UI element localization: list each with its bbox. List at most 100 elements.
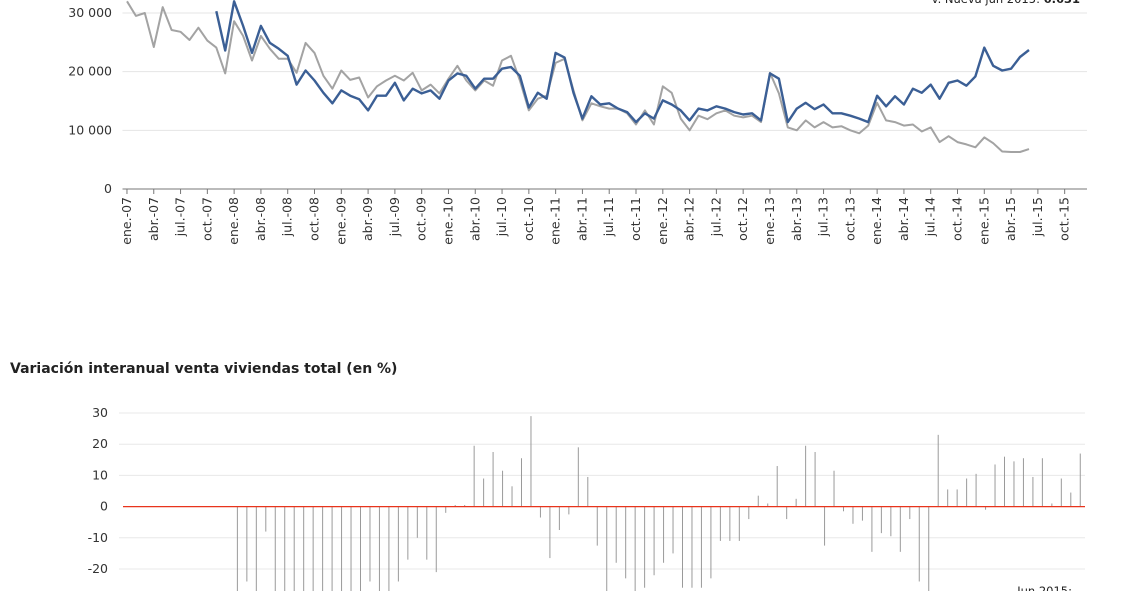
x-tick-label: abr.-09: [360, 197, 375, 241]
x-tick-label: abr.-13: [789, 197, 804, 241]
x-tick-label: oct.-10: [521, 197, 536, 241]
bar: [284, 506, 286, 591]
series-line: [126, 0, 1030, 153]
x-tick-label: oct.-08: [307, 197, 322, 241]
bar: [852, 506, 854, 524]
bar: [710, 506, 712, 579]
bar: [369, 506, 371, 582]
bar: [577, 447, 579, 507]
bar: [625, 506, 627, 579]
bar: [994, 464, 996, 507]
x-tick-label: jul.-14: [923, 197, 938, 237]
bar: [530, 416, 532, 507]
bar: [700, 506, 702, 588]
x-tick-label: oct.-07: [199, 197, 214, 241]
x-tick-label: oct.-12: [735, 197, 750, 241]
bar: [644, 506, 646, 588]
x-tick-label: ene.-14: [869, 197, 884, 245]
x-tick-label: jul.-10: [494, 197, 509, 237]
bar: [1041, 458, 1043, 507]
bar: [331, 506, 333, 591]
bar: [1013, 461, 1015, 507]
bar: [416, 506, 418, 538]
bar: [682, 506, 683, 588]
bar: [596, 506, 598, 546]
bar: [1051, 503, 1053, 507]
y-tick-label: 0: [104, 181, 112, 196]
bar: [397, 506, 399, 582]
bar: [937, 434, 939, 507]
bar: [1022, 458, 1024, 507]
bar: [312, 506, 314, 591]
x-tick-label: ene.-13: [762, 197, 777, 245]
x-tick-label: ene.-15: [976, 197, 991, 245]
bar: [918, 506, 920, 582]
bar: [767, 503, 769, 507]
bar: [236, 506, 238, 591]
bar: [947, 489, 949, 507]
bar: [814, 452, 816, 507]
bar: [776, 466, 778, 507]
x-tick-label: jul.-07: [173, 197, 188, 237]
bar: [435, 506, 437, 573]
bar: [558, 506, 560, 530]
bar: [928, 506, 930, 591]
y-tick-label: 10: [92, 467, 108, 482]
annotation: Jun 2015:: [1016, 584, 1072, 591]
bar: [653, 506, 655, 576]
bar: [303, 506, 305, 591]
bar: [483, 478, 485, 507]
bar: [1004, 456, 1005, 507]
x-tick-label: oct.-09: [414, 197, 429, 241]
bar: [729, 506, 731, 541]
bar: [615, 506, 617, 563]
bar: [473, 445, 475, 507]
x-tick-label: jul.-08: [280, 197, 295, 237]
bar: [1060, 478, 1062, 507]
bar: [322, 506, 324, 591]
bar: [492, 452, 494, 507]
y-tick-label: 10 000: [68, 122, 112, 137]
annotation-value: 6.631: [1044, 0, 1080, 6]
x-tick-label: oct.-15: [1057, 197, 1072, 241]
bar: [634, 506, 636, 591]
bar: [464, 505, 466, 507]
bar: [539, 506, 541, 518]
bar: [843, 506, 844, 512]
bar: [757, 495, 759, 507]
bar: [511, 486, 513, 507]
bar: [360, 506, 361, 591]
x-tick-label: oct.-13: [842, 197, 857, 241]
x-tick-label: ene.-08: [226, 197, 241, 245]
bar: [909, 506, 911, 520]
bar: [265, 506, 267, 532]
x-tick-label: abr.-11: [574, 197, 589, 241]
y-tick-label: 30: [92, 405, 108, 420]
y-tick-label: -10: [88, 530, 108, 545]
bar: [388, 506, 390, 591]
y-tick-label: 0: [100, 499, 108, 514]
bar: [899, 506, 901, 552]
bar: [871, 506, 873, 552]
annotation: v. Nueva jun 2015: 6.631: [932, 0, 1080, 6]
bar: [606, 506, 608, 591]
bar: [719, 506, 721, 541]
bar: [985, 506, 987, 510]
bar: [786, 506, 788, 520]
bar: [880, 506, 882, 534]
x-tick-label: abr.-08: [253, 197, 268, 241]
x-tick-label: ene.-07: [119, 197, 134, 245]
x-tick-label: jul.-15: [1030, 197, 1045, 237]
series-line: [215, 0, 1030, 124]
y-tick-label: 30 000: [68, 5, 112, 20]
bar: [341, 506, 343, 591]
bar: [833, 470, 835, 507]
y-tick-label: -20: [88, 561, 108, 576]
bar: [549, 506, 551, 559]
bar: [1032, 476, 1034, 507]
bar: [861, 506, 863, 521]
y-tick-label: 20: [92, 436, 108, 451]
bar: [691, 506, 693, 588]
